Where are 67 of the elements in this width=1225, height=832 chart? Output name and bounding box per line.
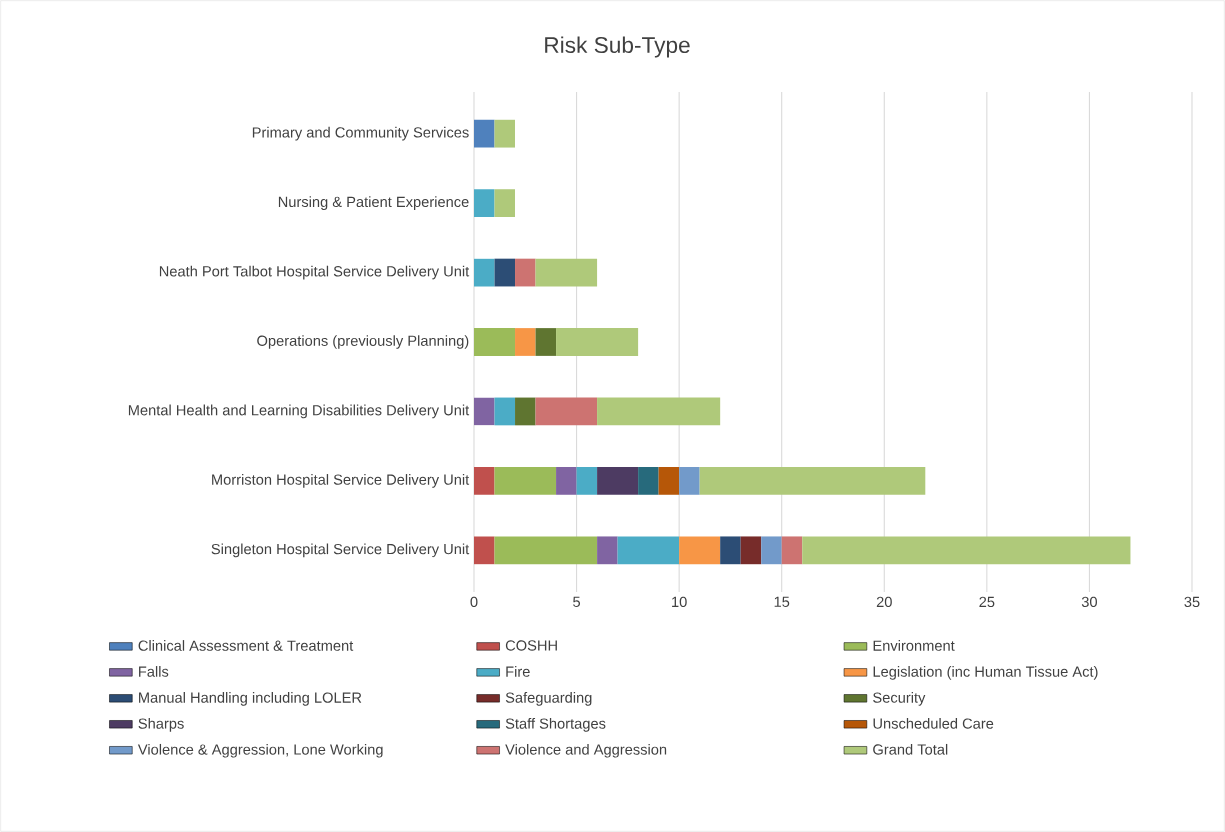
legend-label: Security [873, 692, 926, 706]
bar [761, 536, 782, 565]
bar [474, 328, 516, 356]
x-tick-label: 35 [1184, 596, 1200, 608]
bar [720, 536, 741, 565]
bar [515, 397, 536, 426]
bar [474, 258, 495, 287]
bar [515, 258, 536, 287]
legend-label: Fire [506, 666, 530, 677]
legend-label: Staff Shortages [505, 717, 606, 732]
bar [515, 328, 536, 356]
legend-label: Sharps [138, 717, 184, 732]
legend-label: Violence & Aggression, Lone Working [137, 743, 383, 758]
legend-label: Clinical Assessment & Treatment [138, 640, 354, 651]
x-tick-label: 15 [774, 596, 790, 607]
y-tick-label: Mental Health and Learning Disabilities Delivery Unit [128, 404, 470, 419]
y-tick-label: Neath Port Talbot Hospital Service Delivery Unit [159, 265, 470, 280]
bar [494, 258, 516, 287]
chart-title: Risk Sub-Type [545, 36, 690, 58]
bar [535, 397, 598, 426]
x-tick-label: 25 [979, 596, 995, 608]
x-tick-label: 10 [672, 596, 687, 608]
bar [494, 467, 557, 495]
legend-label: Violence and Aggression [505, 743, 667, 758]
bar [474, 467, 495, 495]
x-tick-label: 20 [876, 596, 892, 608]
y-tick-label: Primary and Community Services [252, 126, 469, 141]
legend-label: Manual Handling including LOLER [139, 692, 362, 706]
bar [597, 536, 618, 565]
bar [597, 467, 639, 495]
bar [494, 397, 516, 426]
bar [617, 536, 680, 565]
bar [474, 189, 495, 217]
bar [535, 328, 557, 356]
bar [781, 536, 803, 565]
legend-label: Safeguarding [505, 692, 592, 706]
bar [474, 536, 495, 565]
bar [556, 328, 639, 356]
bar [638, 467, 659, 495]
y-tick-label: Singleton Hospital Service Delivery Unit [211, 543, 470, 558]
bar [699, 467, 926, 495]
bar [474, 397, 495, 426]
bar [658, 467, 680, 495]
bar [679, 536, 721, 565]
legend-label: Grand Total [873, 743, 948, 755]
legend-label: Falls [139, 666, 169, 677]
y-tick-label: Nursing & Patient Experience [278, 196, 469, 210]
bar [679, 467, 700, 495]
legend-label: Legislation (inc Human Tissue Act) [873, 666, 1098, 680]
bar [597, 397, 721, 426]
y-tick-label: Morriston Hospital Service Delivery Unit [212, 474, 470, 488]
x-tick-label: 0 [470, 596, 478, 608]
legend-label: Environment [873, 640, 955, 651]
legend-label: COSHH [505, 640, 557, 651]
y-tick-label: Operations (previously Planning) [257, 335, 469, 349]
bar [802, 536, 1131, 565]
x-tick-label: 30 [1081, 596, 1097, 608]
bar [474, 119, 495, 148]
bar [494, 189, 516, 217]
x-tick-label: 5 [573, 596, 581, 607]
legend-label: Unscheduled Care [873, 717, 994, 729]
bar [535, 258, 598, 287]
bar [740, 536, 762, 565]
bar [494, 119, 516, 148]
bar [494, 536, 598, 565]
bar [556, 467, 577, 495]
bar [576, 467, 598, 495]
